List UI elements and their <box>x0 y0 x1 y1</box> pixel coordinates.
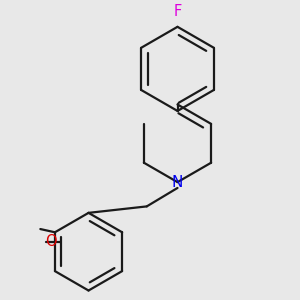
Text: N: N <box>172 175 183 190</box>
Text: F: F <box>173 4 181 19</box>
Text: O: O <box>45 235 56 250</box>
